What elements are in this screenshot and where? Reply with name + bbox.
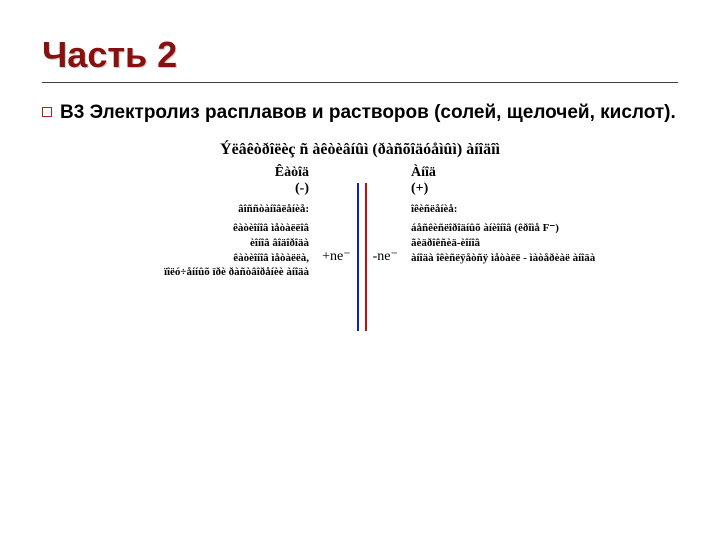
subtitle-label: В3 xyxy=(60,102,84,123)
anode-line: áåñêèñëîðîäíûõ àíèîíîâ (êðîìå F⁻) xyxy=(411,221,643,236)
anode-line-icon xyxy=(365,183,367,331)
subtitle: В3 Электролиз расплавов и растворов (сол… xyxy=(42,101,678,125)
diagram-columns: Êàòîä (-) âîññòàíîâëåíèå: êàòèîíîâ ìåòàë… xyxy=(42,165,678,331)
cathode-line: êàòèîíîâ ìåòàëëîâ xyxy=(77,221,309,236)
cathode-line-icon xyxy=(357,183,359,331)
electrolysis-diagram: Ýёâêòðîёèç ñ àêòèâíûì (ðàñõîäóåìûì) àíîä… xyxy=(42,141,678,331)
cathode-lines: êàòèîíîâ ìåòàëëîâ èîíîâ âîäîðîäà êàòèîíî… xyxy=(77,221,309,280)
anode-name: Àíîä xyxy=(411,165,643,181)
electron-gain: +ne⁻ xyxy=(322,248,351,265)
cathode-line: èîíîâ âîäîðîäà xyxy=(77,236,309,251)
anode-line: ãèäðîêñèä-èîíîâ xyxy=(411,236,643,251)
cathode-line: ïîëó÷åííûõ ïðè ðàñòâîðåíèè àíîäà xyxy=(77,265,309,280)
electron-labels: +ne⁻ -ne⁻ xyxy=(322,183,398,331)
electron-loss: -ne⁻ xyxy=(373,248,398,265)
cathode-column: Êàòîä (-) âîññòàíîâëåíèå: êàòèîíîâ ìåòàë… xyxy=(77,165,317,331)
anode-lines: áåñêèñëîðîäíûõ àíèîíîâ (êðîìå F⁻) ãèäðîê… xyxy=(411,221,643,266)
diagram-middle: +ne⁻ -ne⁻ xyxy=(317,165,403,331)
subtitle-text: Электролиз расплавов и растворов (солей,… xyxy=(84,102,675,123)
anode-column: Àíîä (+) îêèñëåíèå: áåñêèñëîðîäíûõ àíèîí… xyxy=(403,165,643,331)
cathode-line: êàòèîíîâ ìåòàëëà, xyxy=(77,251,309,266)
slide: Часть 2 В3 Электролиз расплавов и раство… xyxy=(0,0,720,540)
cathode-sign: (-) xyxy=(77,181,309,197)
title-container: Часть 2 xyxy=(42,34,678,83)
anode-line: àíîäà îêèñëÿåòñÿ ìåòàëë - ìàòåðèàë àíîäà xyxy=(411,251,643,266)
bullet-icon xyxy=(42,107,52,117)
cathode-process-label: âîññòàíîâëåíèå: xyxy=(77,203,309,215)
anode-sign: (+) xyxy=(411,181,643,197)
cathode-name: Êàòîä xyxy=(77,165,309,181)
slide-title: Часть 2 xyxy=(42,34,678,76)
anode-process-label: îêèñëåíèå: xyxy=(411,203,643,215)
diagram-heading: Ýёâêòðîёèç ñ àêòèâíûì (ðàñõîäóåìûì) àíîä… xyxy=(42,141,678,159)
